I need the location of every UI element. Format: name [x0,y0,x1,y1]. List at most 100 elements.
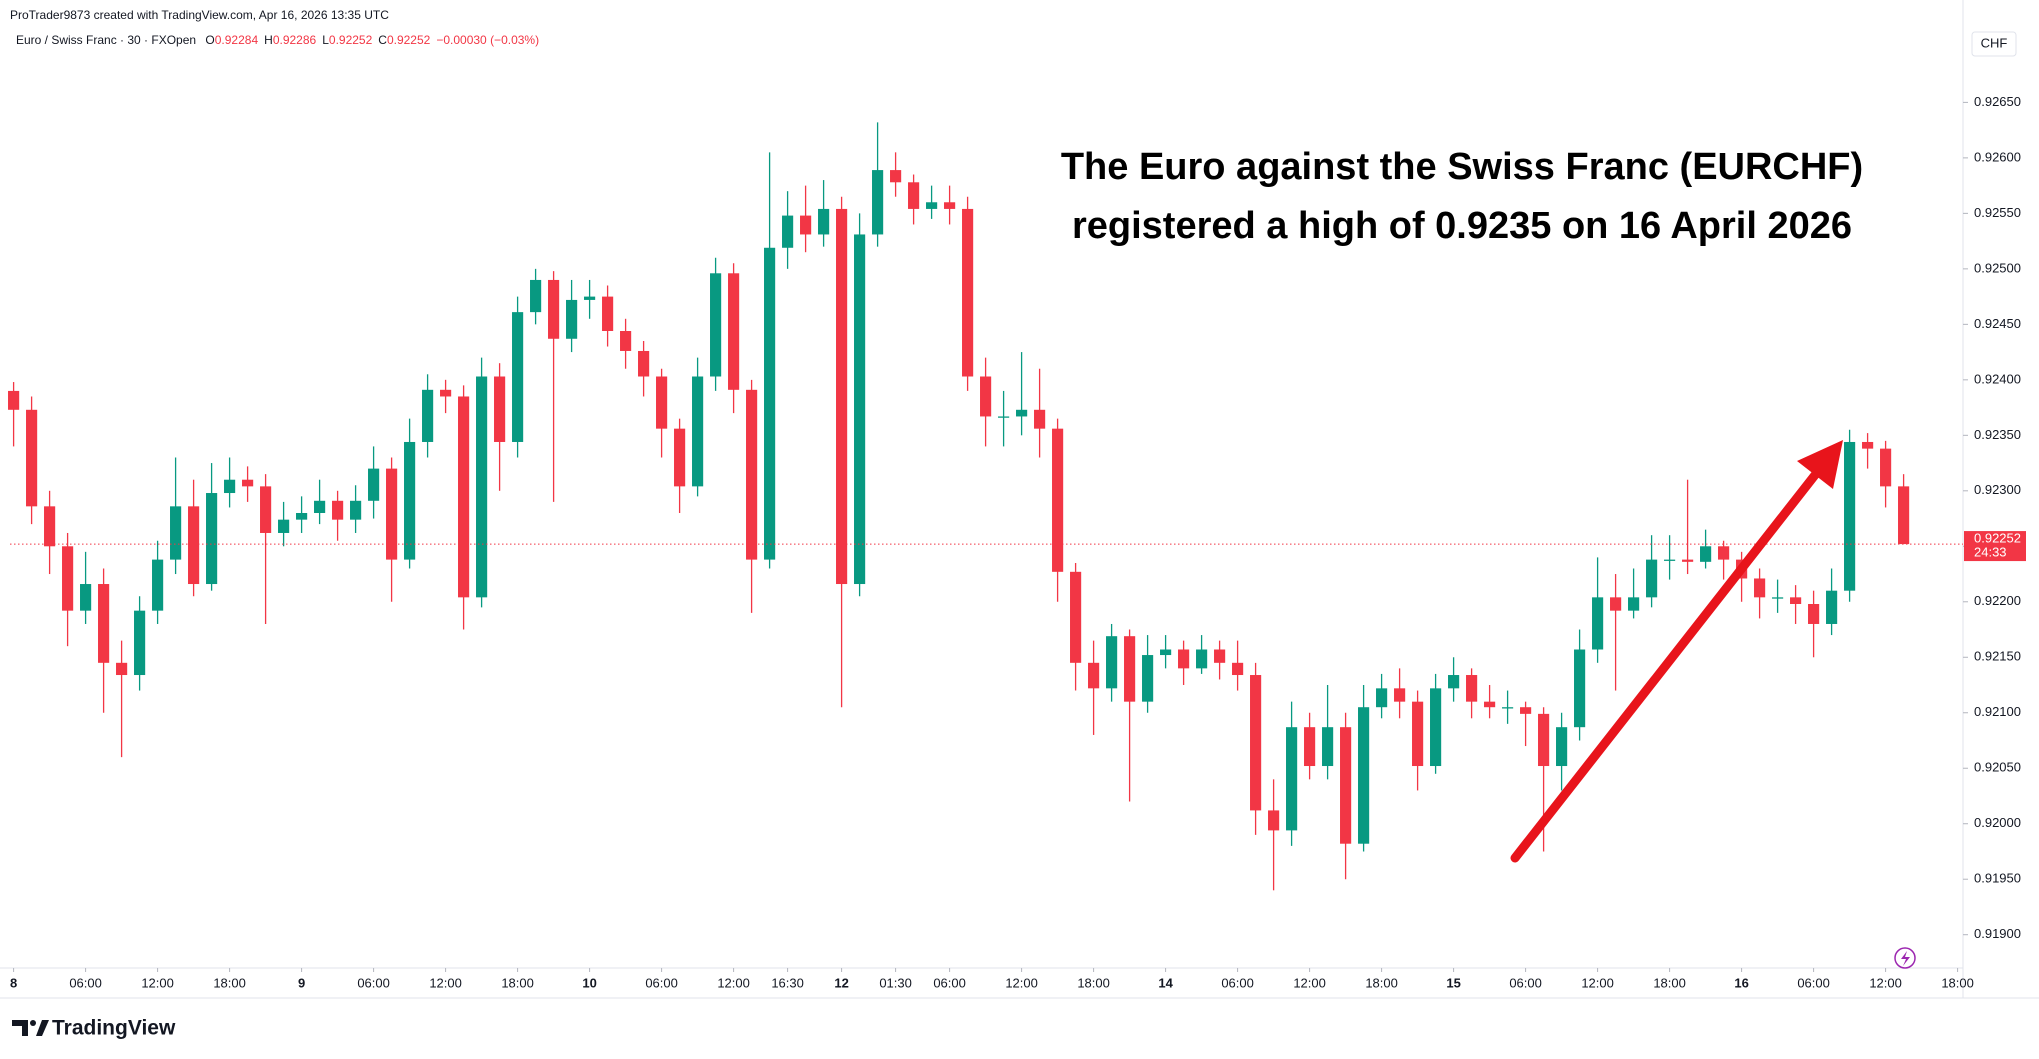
x-tick-label: 15 [1446,975,1460,990]
candle-body [1538,713,1550,767]
candle-body [242,479,254,487]
y-tick-label: 0.92600 [1974,149,2021,164]
candle-body [1844,441,1856,591]
candle-body [1808,604,1820,624]
price-tag-value: 0.92252 [1974,531,2021,546]
y-tick-label: 0.92450 [1974,316,2021,331]
candle-body [1430,688,1442,767]
candle-body [332,500,344,520]
candle-body [1106,636,1118,689]
candle-body [350,500,362,520]
candle-body [854,234,866,585]
logo-mark [12,1020,28,1036]
candle-body [1160,649,1172,656]
trend-arrow [1510,440,1843,863]
candle-body [1484,701,1496,708]
legend-label: O [205,33,214,47]
annotation-line: registered a high of 0.9235 on 16 April … [1072,205,1852,247]
x-tick-label: 06:00 [645,975,678,990]
candle-body [782,215,794,248]
legend-value: 0.92284 [215,33,259,47]
x-tick-label: 18:00 [1365,975,1398,990]
y-tick-label: 0.92000 [1974,815,2021,830]
x-tick-label: 06:00 [1221,975,1254,990]
brand-logo[interactable]: TradingView [12,1017,176,1040]
x-tick-label: 16:30 [771,975,804,990]
candle-body [422,389,434,442]
candle-body [1466,675,1478,702]
x-tick-label: 16 [1734,975,1748,990]
candle-body [1034,409,1046,429]
x-tick-label: 14 [1158,975,1173,990]
legend-label: C [378,33,387,47]
candle-body [602,296,614,331]
candle-body [1340,727,1352,844]
candle-body [404,441,416,560]
x-tick-label: 12:00 [717,975,750,990]
arrow-shaft [1510,470,1820,863]
candle-body [638,350,650,377]
candle-body [170,506,182,560]
y-tick-label: 0.92500 [1974,260,2021,275]
candle-body [44,506,56,547]
logo-mark [36,1020,49,1036]
legend-value: 0.92252 [387,33,431,47]
candle-body [944,202,956,209]
x-tick-label: 18:00 [1941,975,1974,990]
y-tick-label: 0.92550 [1974,205,2021,220]
legend-value: 0.92252 [329,33,373,47]
candle-body [1016,409,1028,417]
x-tick-label: 06:00 [69,975,102,990]
x-tick-label: 18:00 [1077,975,1110,990]
candle-body [926,202,938,209]
y-tick-label: 0.92200 [1974,593,2021,608]
header: ProTrader9873 created with TradingView.c… [10,8,389,22]
x-tick-label: 12:00 [1581,975,1614,990]
x-tick-label: 10 [582,975,596,990]
candle-body [1862,441,1874,449]
legend-label: H [264,33,273,47]
x-tick-label: 12:00 [1869,975,1902,990]
candle-body [836,208,848,585]
symbol-legend: Euro / Swiss Franc · 30 · FXOpen O0.9228… [16,33,539,47]
candle-body [1880,448,1892,487]
candle-body [656,376,668,429]
candle-body [800,215,812,235]
x-tick-label: 12:00 [1005,975,1038,990]
candle-body [1214,649,1226,663]
candle-body [890,170,902,183]
candle-body [1358,707,1370,844]
x-tick-label: 12:00 [141,975,174,990]
candle-body [728,273,740,390]
x-tick-label: 12:00 [1293,975,1326,990]
x-tick-label: 06:00 [1509,975,1542,990]
candle-body [476,376,488,598]
candle-body [1142,655,1154,702]
candle-body [1268,810,1280,831]
y-tick-label: 0.92100 [1974,704,2021,719]
candle-body [278,519,290,533]
candle-body [98,584,110,663]
y-tick-label: 0.92050 [1974,760,2021,775]
candle-body [224,479,236,494]
candle-body [1250,675,1262,811]
candle-body [80,584,92,611]
candle-body [512,312,524,442]
candle-body [980,376,992,417]
currency: CHF [1981,35,2008,50]
candle-body [818,208,830,235]
x-tick-label: 12:00 [429,975,462,990]
annotation-line: The Euro against the Swiss Franc (EURCHF… [1061,146,1863,188]
candle-body [1322,727,1334,767]
y-tick-label: 0.91950 [1974,871,2021,886]
candle-body [1178,649,1190,669]
candle-body [1610,597,1622,611]
currency-box[interactable] [1971,31,2017,57]
candle-body [1286,727,1298,831]
candle-body [674,428,686,487]
y-tick-label: 0.92650 [1974,94,2021,109]
candle-body [1412,701,1424,767]
candle-body [8,390,20,410]
